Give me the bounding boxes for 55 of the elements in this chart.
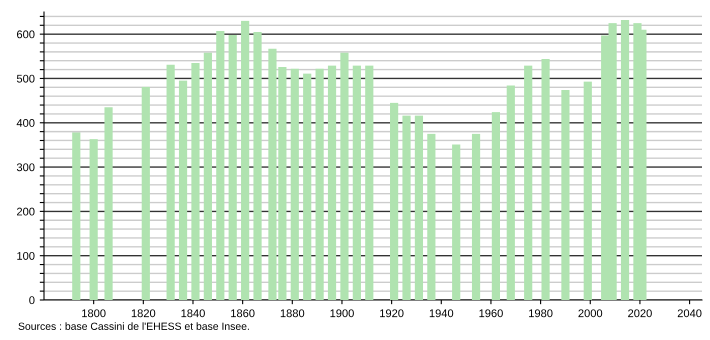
bar <box>253 32 262 300</box>
bar <box>278 66 286 300</box>
x-tick-label: 2020 <box>628 309 652 318</box>
bar <box>340 52 349 300</box>
bar <box>316 68 324 300</box>
bar <box>166 64 175 300</box>
bar <box>72 132 80 300</box>
x-tick-label: 2040 <box>678 309 702 318</box>
bar <box>191 62 200 300</box>
x-tick-label: 1900 <box>330 309 354 318</box>
x-tick-label: 1840 <box>181 309 205 318</box>
bar <box>561 90 570 300</box>
x-tick-label: 1960 <box>479 309 503 318</box>
bar <box>216 31 224 300</box>
x-tick-label: 1940 <box>430 309 454 318</box>
x-tick-label: 1800 <box>82 309 106 318</box>
bar <box>328 66 336 300</box>
x-tick-label: 1920 <box>380 309 404 318</box>
bar <box>541 58 550 300</box>
bar <box>104 107 113 300</box>
y-tick-label: 200 <box>16 208 35 216</box>
bar <box>524 66 532 300</box>
source-note: Sources : base Cassini de l'EHESS et base Insee. <box>18 322 249 330</box>
bar <box>204 52 212 300</box>
bar <box>472 134 480 300</box>
bar <box>228 35 237 300</box>
bar <box>427 134 436 300</box>
bar <box>178 80 188 300</box>
bar <box>452 144 460 300</box>
bar <box>142 86 150 300</box>
x-tick-label: 1880 <box>280 309 304 318</box>
bar <box>620 20 630 300</box>
y-tick-label: 0 <box>29 296 35 304</box>
bar <box>241 20 250 300</box>
bar <box>303 74 312 300</box>
x-tick-label: 1820 <box>132 309 156 318</box>
y-tick-label: 600 <box>17 30 35 38</box>
bar <box>352 66 361 300</box>
x-tick-label: 2000 <box>578 309 602 318</box>
bar <box>402 116 411 300</box>
x-tick-label: 1860 <box>231 309 255 318</box>
y-tick-label: 300 <box>16 163 35 172</box>
bar <box>365 66 374 300</box>
bar <box>414 116 424 300</box>
bar <box>506 86 515 300</box>
bar <box>90 139 98 300</box>
bar <box>492 112 500 300</box>
bar <box>290 68 299 300</box>
x-tick-label: 1980 <box>529 309 553 318</box>
bar <box>390 102 398 300</box>
y-tick-label: 500 <box>16 74 35 83</box>
bar <box>584 82 592 300</box>
y-tick-label: 100 <box>17 252 35 260</box>
y-tick-label: 400 <box>16 119 35 127</box>
bar <box>268 48 277 300</box>
